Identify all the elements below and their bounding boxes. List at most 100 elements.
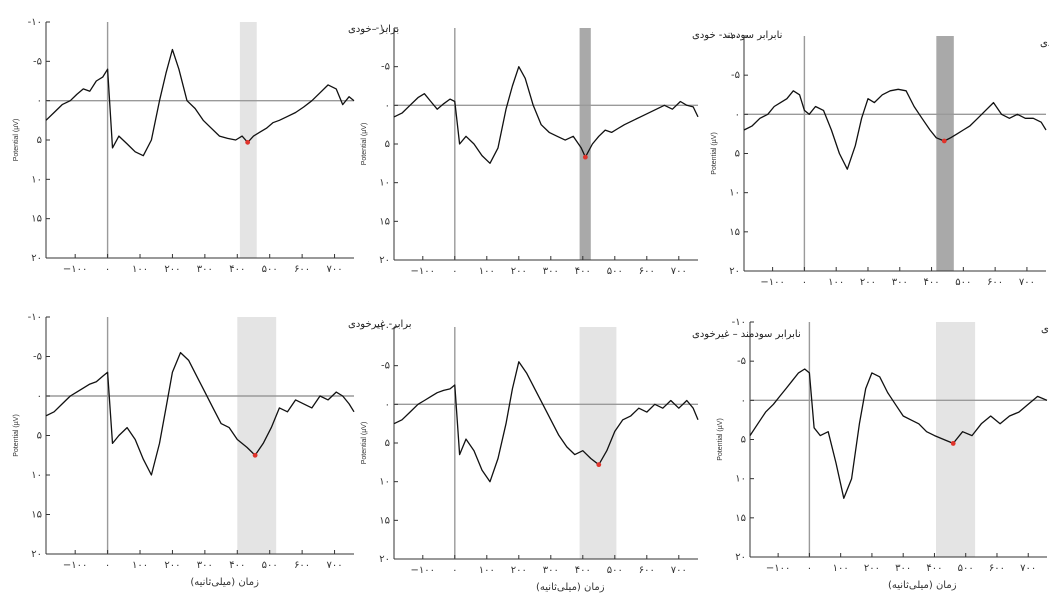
- x-tick-label: −۱۰۰: [766, 563, 791, 574]
- x-tick-label: ۲۰۰: [864, 563, 880, 574]
- x-tick-label: ۶۰۰: [294, 264, 310, 275]
- peak-marker: [245, 139, 251, 145]
- y-tick-label: ۱۵: [379, 216, 390, 227]
- panel-title: نابرابر سودمند- خودی: [692, 30, 782, 41]
- peak-marker: [252, 452, 258, 458]
- x-tick-label: ۴۰۰: [575, 266, 591, 277]
- x-tick-label: ۱۰۰: [479, 565, 495, 576]
- y-tick-label: -۱۰: [376, 23, 390, 34]
- x-tick-label: ۷۰۰: [1019, 277, 1035, 288]
- panel-title: برابر –خودی: [348, 24, 399, 35]
- x-tick-label: ۳۰۰: [197, 560, 213, 571]
- erp-trace: [743, 88, 1047, 170]
- y-tick-label: -۵: [381, 361, 390, 372]
- y-tick-label: ۱۵: [379, 515, 390, 526]
- x-tick-label: ۱۰۰: [479, 266, 495, 277]
- x-tick-label: ۴۰۰: [926, 563, 942, 574]
- y-tick-label: ۱۰: [379, 477, 390, 488]
- y-axis-label: Potential (µV): [13, 414, 20, 457]
- x-tick-label: ۶۰۰: [987, 277, 1003, 288]
- x-tick-label: ۵۰۰: [955, 277, 971, 288]
- x-tick-label: ۱۰۰: [132, 264, 148, 275]
- x-tick-label: ۱۰۰: [132, 560, 148, 571]
- x-tick-label: ۳۰۰: [197, 264, 213, 275]
- x-tick-label: ۰: [807, 563, 812, 574]
- peak-marker: [950, 441, 956, 446]
- y-tick-label: ۲۰: [379, 255, 390, 266]
- y-axis-label: Potential (µV): [717, 418, 724, 461]
- y-tick-label: ۱۰: [31, 174, 42, 185]
- y-tick-label: ۱۰: [379, 178, 390, 189]
- x-tick-label: ۵۰۰: [262, 560, 278, 571]
- x-tick-label: ۰: [452, 565, 457, 576]
- x-tick-label: ۴۰۰: [229, 264, 245, 275]
- peak-marker: [582, 154, 588, 160]
- y-tick-label: ۱۵: [729, 227, 740, 238]
- x-tick-label: ۷۰۰: [671, 266, 687, 277]
- x-tick-label: ۱۰۰: [833, 563, 849, 574]
- y-tick-label: ۰: [741, 395, 746, 406]
- x-tick-label: ۳۰۰: [543, 565, 559, 576]
- x-tick-label: −۱۰۰: [63, 560, 88, 571]
- x-tick-label: ۳۰۰: [892, 277, 908, 288]
- x-tick-label: ۴۰۰: [923, 277, 939, 288]
- y-axis-label: Potential (µV): [361, 422, 368, 465]
- y-tick-label: -۱۰: [732, 317, 746, 328]
- y-tick-label: ۵: [385, 139, 390, 150]
- x-tick-label: ۵۰۰: [262, 264, 278, 275]
- y-tick-label: ۵: [735, 149, 740, 160]
- erp-trace: [393, 66, 699, 164]
- y-tick-label: ۰: [37, 96, 42, 107]
- time-window-highlight: [239, 22, 257, 258]
- x-tick-label: ۷۰۰: [326, 264, 342, 275]
- y-tick-label: ۰: [735, 109, 740, 120]
- panel-title: برابر- غیرخودی: [348, 319, 412, 330]
- x-tick-label: ۵۰۰: [958, 563, 974, 574]
- y-tick-label: -۵: [33, 352, 42, 363]
- x-tick-label: ۰: [452, 266, 457, 277]
- y-tick-label: -۵: [381, 62, 390, 73]
- x-axis-label: زمان (میلی‌ثانیه): [536, 582, 605, 593]
- y-tick-label: -۵: [33, 56, 42, 67]
- x-tick-label: ۲۰۰: [164, 560, 180, 571]
- erp-trace: [393, 361, 699, 483]
- x-tick-label: ۴۰۰: [229, 560, 245, 571]
- erp-trace: [45, 48, 355, 157]
- x-tick-label: ۲۰۰: [164, 264, 180, 275]
- x-tick-label: ۱۰۰: [828, 277, 844, 288]
- y-tick-label: -۱۰: [28, 17, 42, 28]
- y-tick-label: ۱۵: [31, 214, 42, 225]
- y-tick-label: ۱۰: [729, 188, 740, 199]
- x-tick-label: ۷۰۰: [326, 560, 342, 571]
- y-tick-label: -۵: [731, 70, 740, 81]
- x-tick-label: ۵۰۰: [607, 565, 623, 576]
- y-axis-label: Potential (µV): [361, 123, 368, 166]
- panel-title: نابرابر ناسودمند- غیرخودی: [1041, 324, 1049, 335]
- x-tick-label: ۰: [105, 560, 110, 571]
- time-window-highlight: [579, 327, 617, 559]
- x-tick-label: ۷۰۰: [1020, 563, 1036, 574]
- panel-title: نابرابر سودمند – غیرخودی: [692, 329, 801, 340]
- y-tick-label: -۱۰: [28, 312, 42, 323]
- y-tick-label: ۵: [37, 431, 42, 442]
- peak-marker: [596, 462, 602, 468]
- x-tick-label: ۴۰۰: [575, 565, 591, 576]
- y-axis-label: Potential (µV): [13, 119, 20, 162]
- x-tick-label: ۰: [105, 264, 110, 275]
- x-tick-label: −۱۰۰: [63, 264, 88, 275]
- time-window-highlight: [936, 36, 954, 271]
- x-tick-label: ۰: [802, 277, 807, 288]
- x-tick-label: ۲۰۰: [860, 277, 876, 288]
- y-tick-label: -۵: [737, 356, 746, 367]
- y-tick-label: ۱۵: [31, 510, 42, 521]
- y-tick-label: ۵: [385, 438, 390, 449]
- y-tick-label: ۲۰: [729, 266, 740, 277]
- x-tick-label: ۳۰۰: [543, 266, 559, 277]
- y-tick-label: ۰: [385, 100, 390, 111]
- time-window-highlight: [579, 28, 591, 260]
